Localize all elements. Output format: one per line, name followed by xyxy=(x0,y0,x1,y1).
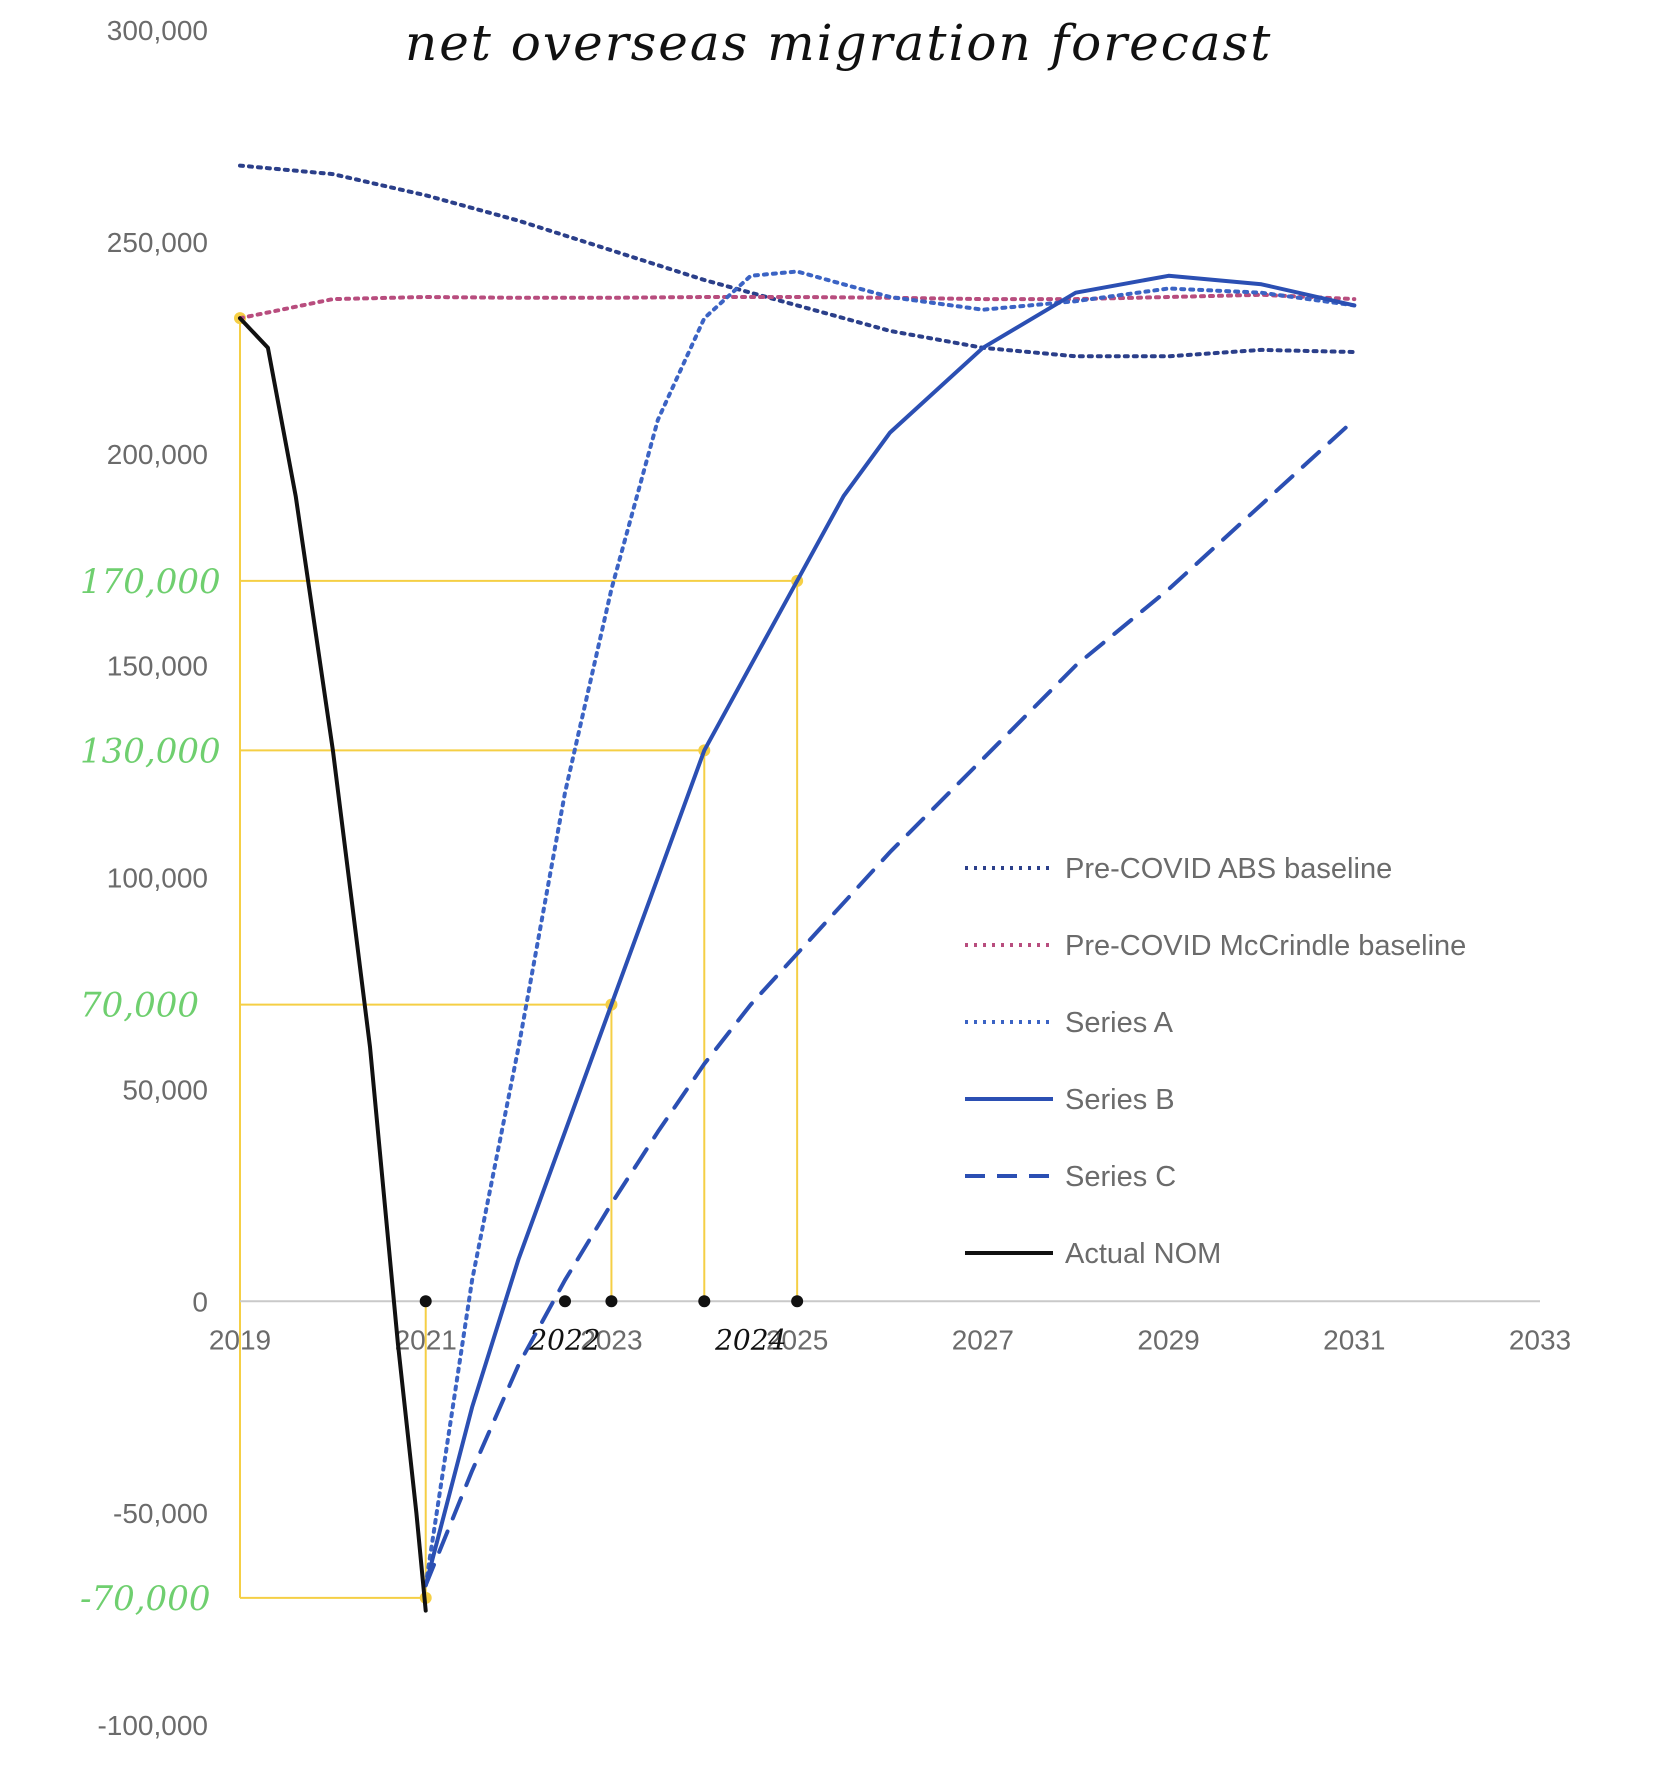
legend-label: Pre-COVID McCrindle baseline xyxy=(1065,930,1466,962)
x-tick-label: 2029 xyxy=(1137,1324,1199,1355)
y-tick-label: 50,000 xyxy=(122,1074,208,1105)
zero-axis-dot xyxy=(698,1295,711,1308)
y-tick-label: -50,000 xyxy=(113,1498,208,1529)
series-line-series-a xyxy=(423,269,1357,1588)
annotation-marks: 170,000 130,000 70,000 -70,000 2022 2024 xyxy=(80,562,804,1619)
legend: Pre-COVID ABS baseline Pre-COVID McCrindl… xyxy=(965,853,1466,1270)
zero-axis-dot xyxy=(791,1295,804,1308)
legend-label: Series A xyxy=(1065,1007,1174,1039)
zero-axis-dot xyxy=(605,1295,618,1308)
series-line-pre-covid-abs-baseline xyxy=(238,163,1357,359)
series-lines xyxy=(238,163,1357,1613)
y-tick-label: 100,000 xyxy=(107,863,208,894)
annotation-y-label: -70,000 xyxy=(80,1579,210,1619)
y-axis-ticks: -100,000 -50,000 0 50,000 100,000 150,000 200,… xyxy=(97,15,208,1741)
y-tick-label: 200,000 xyxy=(107,439,208,470)
x-tick-label: 2021 xyxy=(395,1324,457,1355)
x-axis-ticks: 2019 2021 2023 2025 2027 2029 2031 2033 xyxy=(209,1324,1571,1355)
zero-axis-dot xyxy=(419,1295,432,1308)
y-tick-label: -100,000 xyxy=(97,1710,208,1741)
zero-axis-dot xyxy=(559,1295,571,1308)
annotation-y-label: 130,000 xyxy=(80,731,221,771)
annotation-x-label: 2022 xyxy=(528,1323,600,1356)
y-tick-label: 0 xyxy=(192,1286,208,1317)
x-tick-label: 2025 xyxy=(766,1324,828,1355)
series-line-pre-covid-mccrindle-baseline xyxy=(238,292,1357,321)
legend-label: Actual NOM xyxy=(1065,1238,1221,1270)
x-tick-label: 2027 xyxy=(952,1324,1014,1355)
x-tick-label: 2023 xyxy=(580,1324,642,1355)
x-tick-label: 2033 xyxy=(1509,1324,1571,1355)
annotation-y-label: 70,000 xyxy=(80,986,199,1026)
series-line-series-b xyxy=(423,273,1357,1588)
reference-guides xyxy=(234,312,804,1604)
series-line-series-c xyxy=(423,417,1357,1588)
x-tick-label: 2019 xyxy=(209,1324,271,1355)
legend-label: Pre-COVID ABS baseline xyxy=(1065,853,1392,885)
x-tick-label: 2031 xyxy=(1323,1324,1385,1355)
chart-title: net overseas migration forecast xyxy=(405,14,1272,72)
y-tick-label: 300,000 xyxy=(107,15,208,46)
legend-label: Series B xyxy=(1065,1084,1175,1116)
annotation-x-label: 2024 xyxy=(714,1323,786,1356)
legend-label: Series C xyxy=(1065,1161,1176,1193)
y-tick-label: 250,000 xyxy=(107,227,208,258)
series-line-actual-nom xyxy=(238,316,428,1613)
y-tick-label: 150,000 xyxy=(107,651,208,682)
annotation-y-label: 170,000 xyxy=(80,562,221,602)
